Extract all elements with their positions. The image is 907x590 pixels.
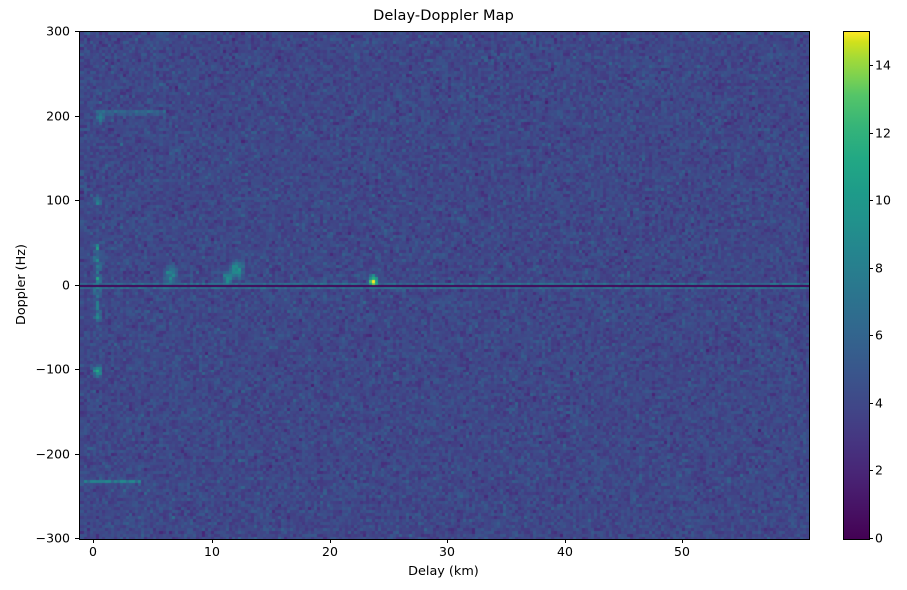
- x-axis-label: Delay (km): [408, 564, 479, 579]
- colorbar-tick-3: [869, 335, 873, 336]
- colorbar-ticklabel-3: 6: [875, 327, 883, 343]
- colorbar-tick-4: [869, 268, 873, 269]
- x-ticklabel-1: 10: [204, 544, 220, 559]
- colorbar-tick-5: [869, 200, 873, 201]
- y-tick-4: [75, 369, 79, 370]
- y-tick-6: [75, 538, 79, 539]
- heatmap-axes: [79, 31, 810, 540]
- x-tick-5: [682, 539, 683, 543]
- y-ticklabel-0: 300: [46, 23, 70, 39]
- y-ticklabel-6: −300: [35, 530, 70, 546]
- x-tick-4: [565, 539, 566, 543]
- x-ticklabel-2: 20: [322, 544, 338, 559]
- x-tick-2: [330, 539, 331, 543]
- x-ticklabel-0: 0: [89, 544, 97, 559]
- x-tick-0: [93, 539, 94, 543]
- colorbar-tick-7: [869, 65, 873, 66]
- x-tick-3: [447, 539, 448, 543]
- colorbar-tick-2: [869, 403, 873, 404]
- colorbar-ticklabel-0: 0: [875, 530, 883, 546]
- y-tick-2: [75, 200, 79, 201]
- y-tick-1: [75, 116, 79, 117]
- y-ticklabel-2: 100: [46, 192, 70, 208]
- colorbar-ticklabel-1: 2: [875, 462, 883, 478]
- colorbar-ticklabel-2: 4: [875, 395, 883, 411]
- y-axis-label: Doppler (Hz): [14, 244, 29, 326]
- y-ticklabel-1: 200: [46, 108, 70, 124]
- colorbar: [843, 31, 870, 540]
- colorbar-ticklabel-5: 10: [875, 192, 891, 208]
- x-ticklabel-5: 50: [674, 544, 690, 559]
- y-ticklabel-4: −100: [35, 361, 70, 377]
- x-ticklabel-4: 40: [557, 544, 573, 559]
- colorbar-tick-0: [869, 538, 873, 539]
- y-ticklabel-5: −200: [35, 446, 70, 462]
- x-ticklabel-3: 30: [439, 544, 455, 559]
- delay-doppler-heatmap: [80, 32, 809, 539]
- y-tick-5: [75, 454, 79, 455]
- y-tick-3: [75, 285, 79, 286]
- colorbar-gradient: [844, 32, 869, 539]
- y-tick-0: [75, 31, 79, 32]
- colorbar-ticklabel-4: 8: [875, 260, 883, 276]
- colorbar-ticklabel-7: 14: [875, 57, 891, 73]
- colorbar-tick-6: [869, 133, 873, 134]
- y-ticklabel-3: 0: [62, 277, 70, 293]
- page-title: Delay-Doppler Map: [373, 8, 514, 24]
- colorbar-ticklabel-6: 12: [875, 125, 891, 141]
- x-tick-1: [212, 539, 213, 543]
- colorbar-tick-1: [869, 470, 873, 471]
